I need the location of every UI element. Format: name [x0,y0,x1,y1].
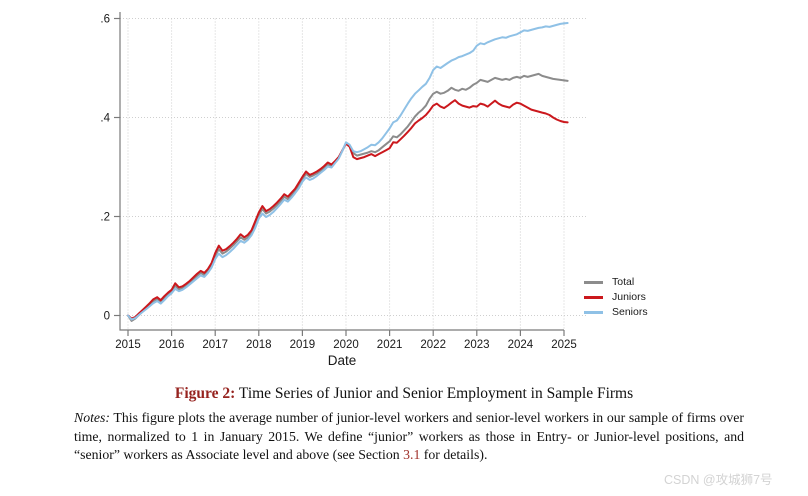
x-tick-label: 2024 [508,339,534,351]
employment-time-series-chart: 0 .2 .4 .6 2015 2016 2017 2018 2019 2020 2021 2022 2… [100,12,648,368]
legend-item-seniors: Seniors [584,305,648,320]
watermark: CSDN @攻城狮7号 [664,473,773,487]
legend-item-total: Total [584,275,648,290]
x-tick-label: 2017 [202,339,228,351]
legend-swatch-seniors [584,311,603,314]
notes-text-2: for details). [420,447,488,463]
x-tick-label: 2015 [115,339,141,351]
figure-title: Time Series of Junior and Senior Employm… [235,385,634,402]
section-link[interactable]: 3.1 [403,447,421,463]
notes-label: Notes: [74,410,111,425]
series-line-juniors [127,99,569,320]
x-tick-label: 2018 [246,339,272,351]
x-tick-label: 2023 [464,339,490,351]
legend-label-seniors: Seniors [612,306,648,318]
figure-caption: Figure 2: Time Series of Junior and Seni… [0,385,808,403]
figure-number: Figure 2: [174,385,236,402]
x-tick-label: 2025 [551,339,577,351]
x-axis-title: Date [327,353,357,368]
series-line-seniors [127,22,569,321]
legend-swatch-juniors [584,296,603,299]
y-tick-label: .2 [100,212,110,224]
y-tick-label: .6 [100,14,110,26]
legend-swatch-total [584,281,603,284]
legend-item-juniors: Juniors [584,290,648,305]
legend-label-juniors: Juniors [612,291,646,303]
x-tick-label: 2020 [333,339,359,351]
x-tick-label: 2019 [290,339,316,351]
legend: Total Juniors Seniors [584,275,648,320]
chart-canvas: 0 .2 .4 .6 2015 2016 2017 2018 2019 2020 2021 2022 2… [100,12,586,352]
legend-label-total: Total [612,276,635,288]
notes-text-1: This figure plots the average number of … [74,410,744,463]
series-line-total [127,72,569,322]
axes [114,12,565,336]
x-tick-label: 2022 [420,339,446,351]
y-tick-label: 0 [104,311,110,323]
tick-labels: 0 .2 .4 .6 2015 2016 2017 2018 2019 2020 2021 2022 2… [100,14,576,352]
x-tick-label: 2021 [377,339,403,351]
y-tick-label: .4 [100,113,110,125]
figure-notes: Notes: This figure plots the average num… [74,409,744,465]
x-tick-label: 2016 [159,339,185,351]
series-lines [127,22,569,322]
